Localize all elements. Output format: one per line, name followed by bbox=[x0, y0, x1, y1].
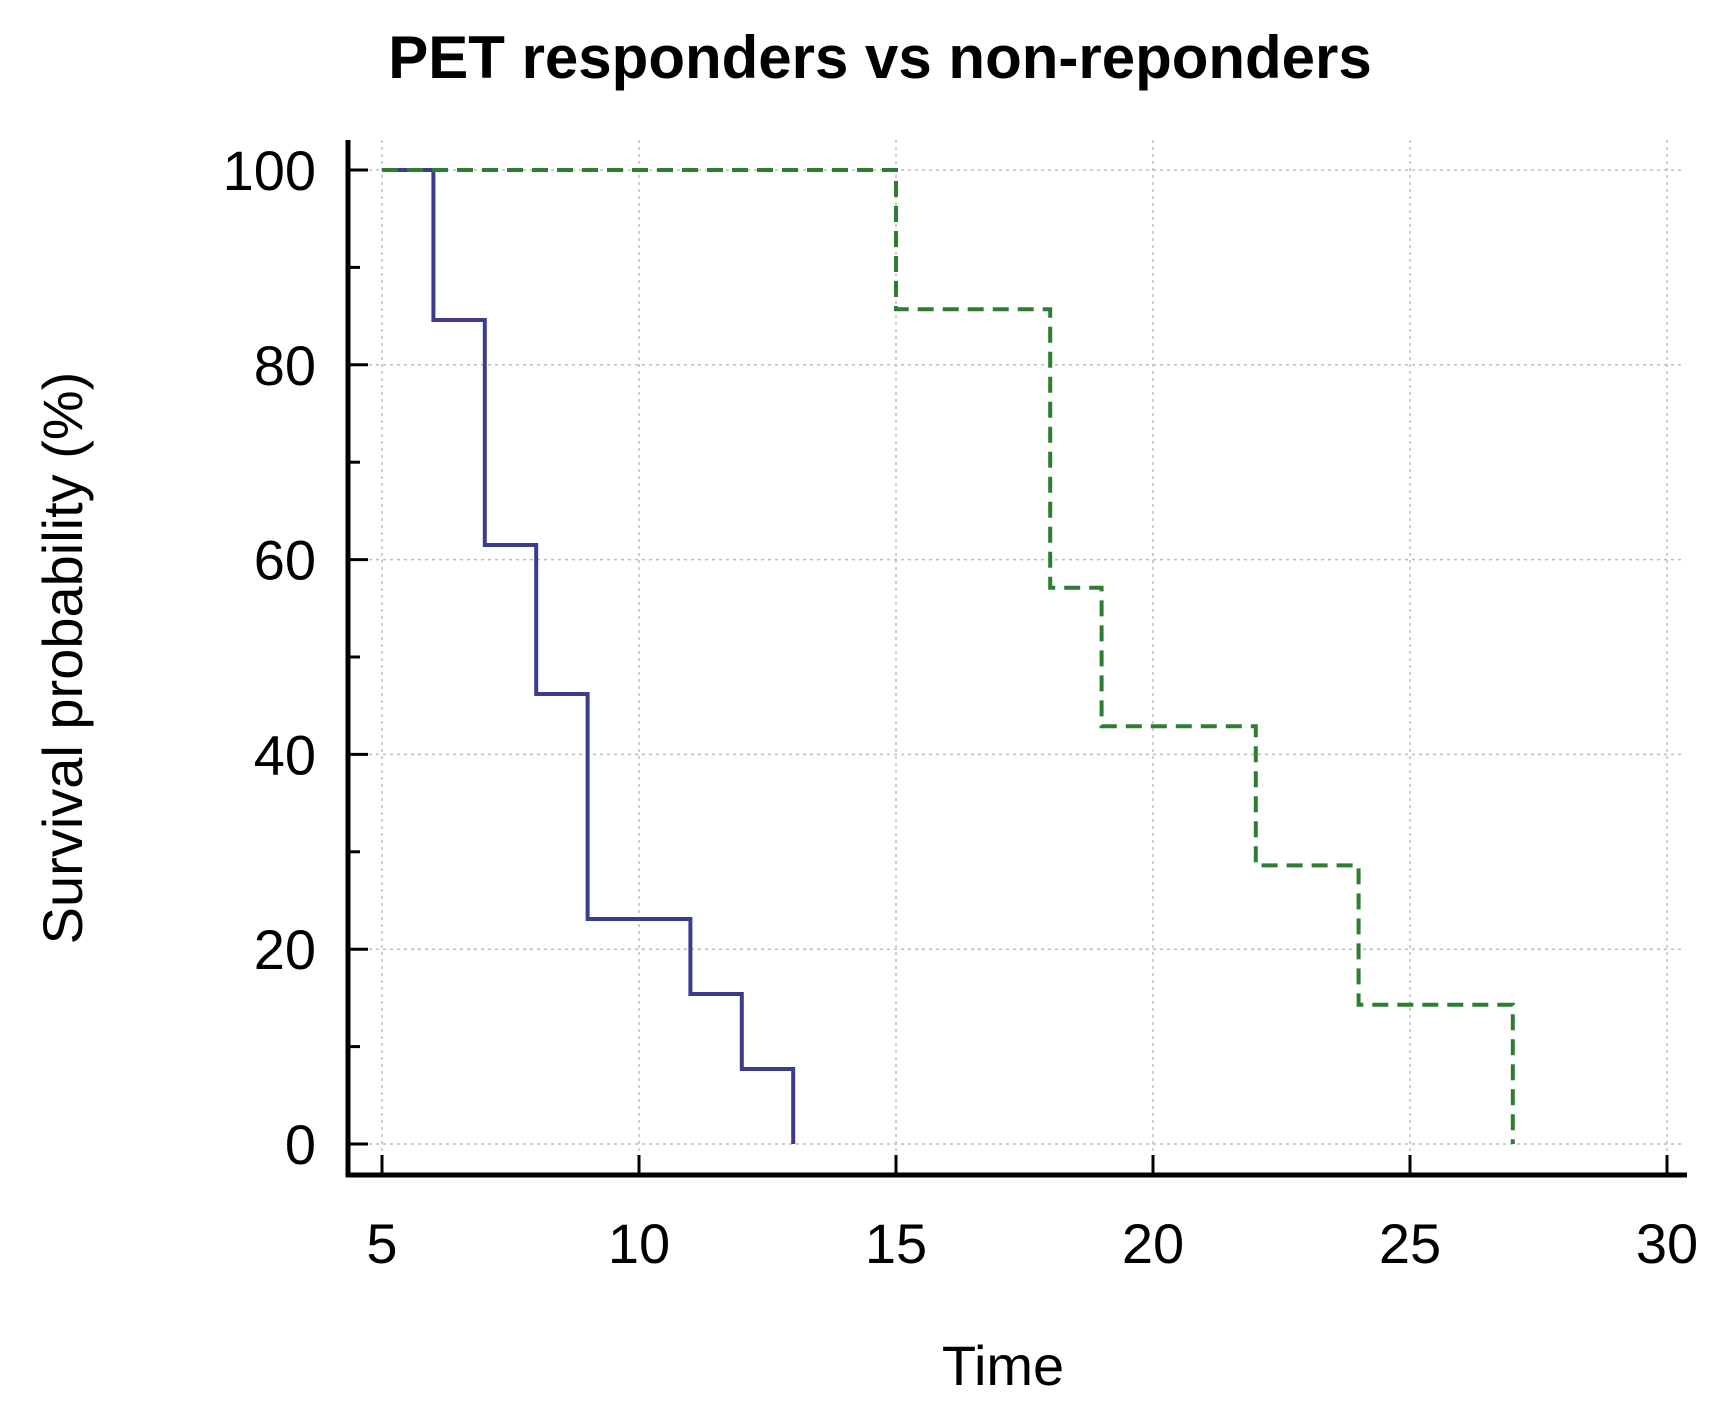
x-tick-label: 25 bbox=[1379, 1212, 1441, 1275]
y-tick-label: 20 bbox=[254, 918, 316, 981]
grid-layer bbox=[348, 140, 1685, 1175]
ticks-layer: 0 20 40 60 80 100 5 10 15 20 25 30 bbox=[223, 139, 1699, 1275]
x-tick-label: 30 bbox=[1636, 1212, 1698, 1275]
y-axis-label: Survival probability (%) bbox=[31, 372, 94, 945]
series-layer bbox=[382, 168, 1515, 1144]
y-tick-label: 80 bbox=[254, 334, 316, 397]
chart-title: PET responders vs non-reponders bbox=[388, 24, 1372, 91]
axes-layer bbox=[345, 140, 1687, 1178]
x-tick-label: 20 bbox=[1122, 1212, 1184, 1275]
y-tick-label: 60 bbox=[254, 529, 316, 592]
y-tick-label: 0 bbox=[285, 1113, 316, 1176]
survival-curve-dashed bbox=[382, 168, 1515, 1144]
y-tick-label: 100 bbox=[223, 139, 316, 202]
x-tick-label: 10 bbox=[608, 1212, 670, 1275]
y-tick-label: 40 bbox=[254, 723, 316, 786]
x-axis-label: Time bbox=[942, 1334, 1064, 1397]
survival-curve-solid bbox=[382, 168, 796, 1144]
x-tick-label: 15 bbox=[865, 1212, 927, 1275]
x-tick-label: 5 bbox=[366, 1212, 397, 1275]
